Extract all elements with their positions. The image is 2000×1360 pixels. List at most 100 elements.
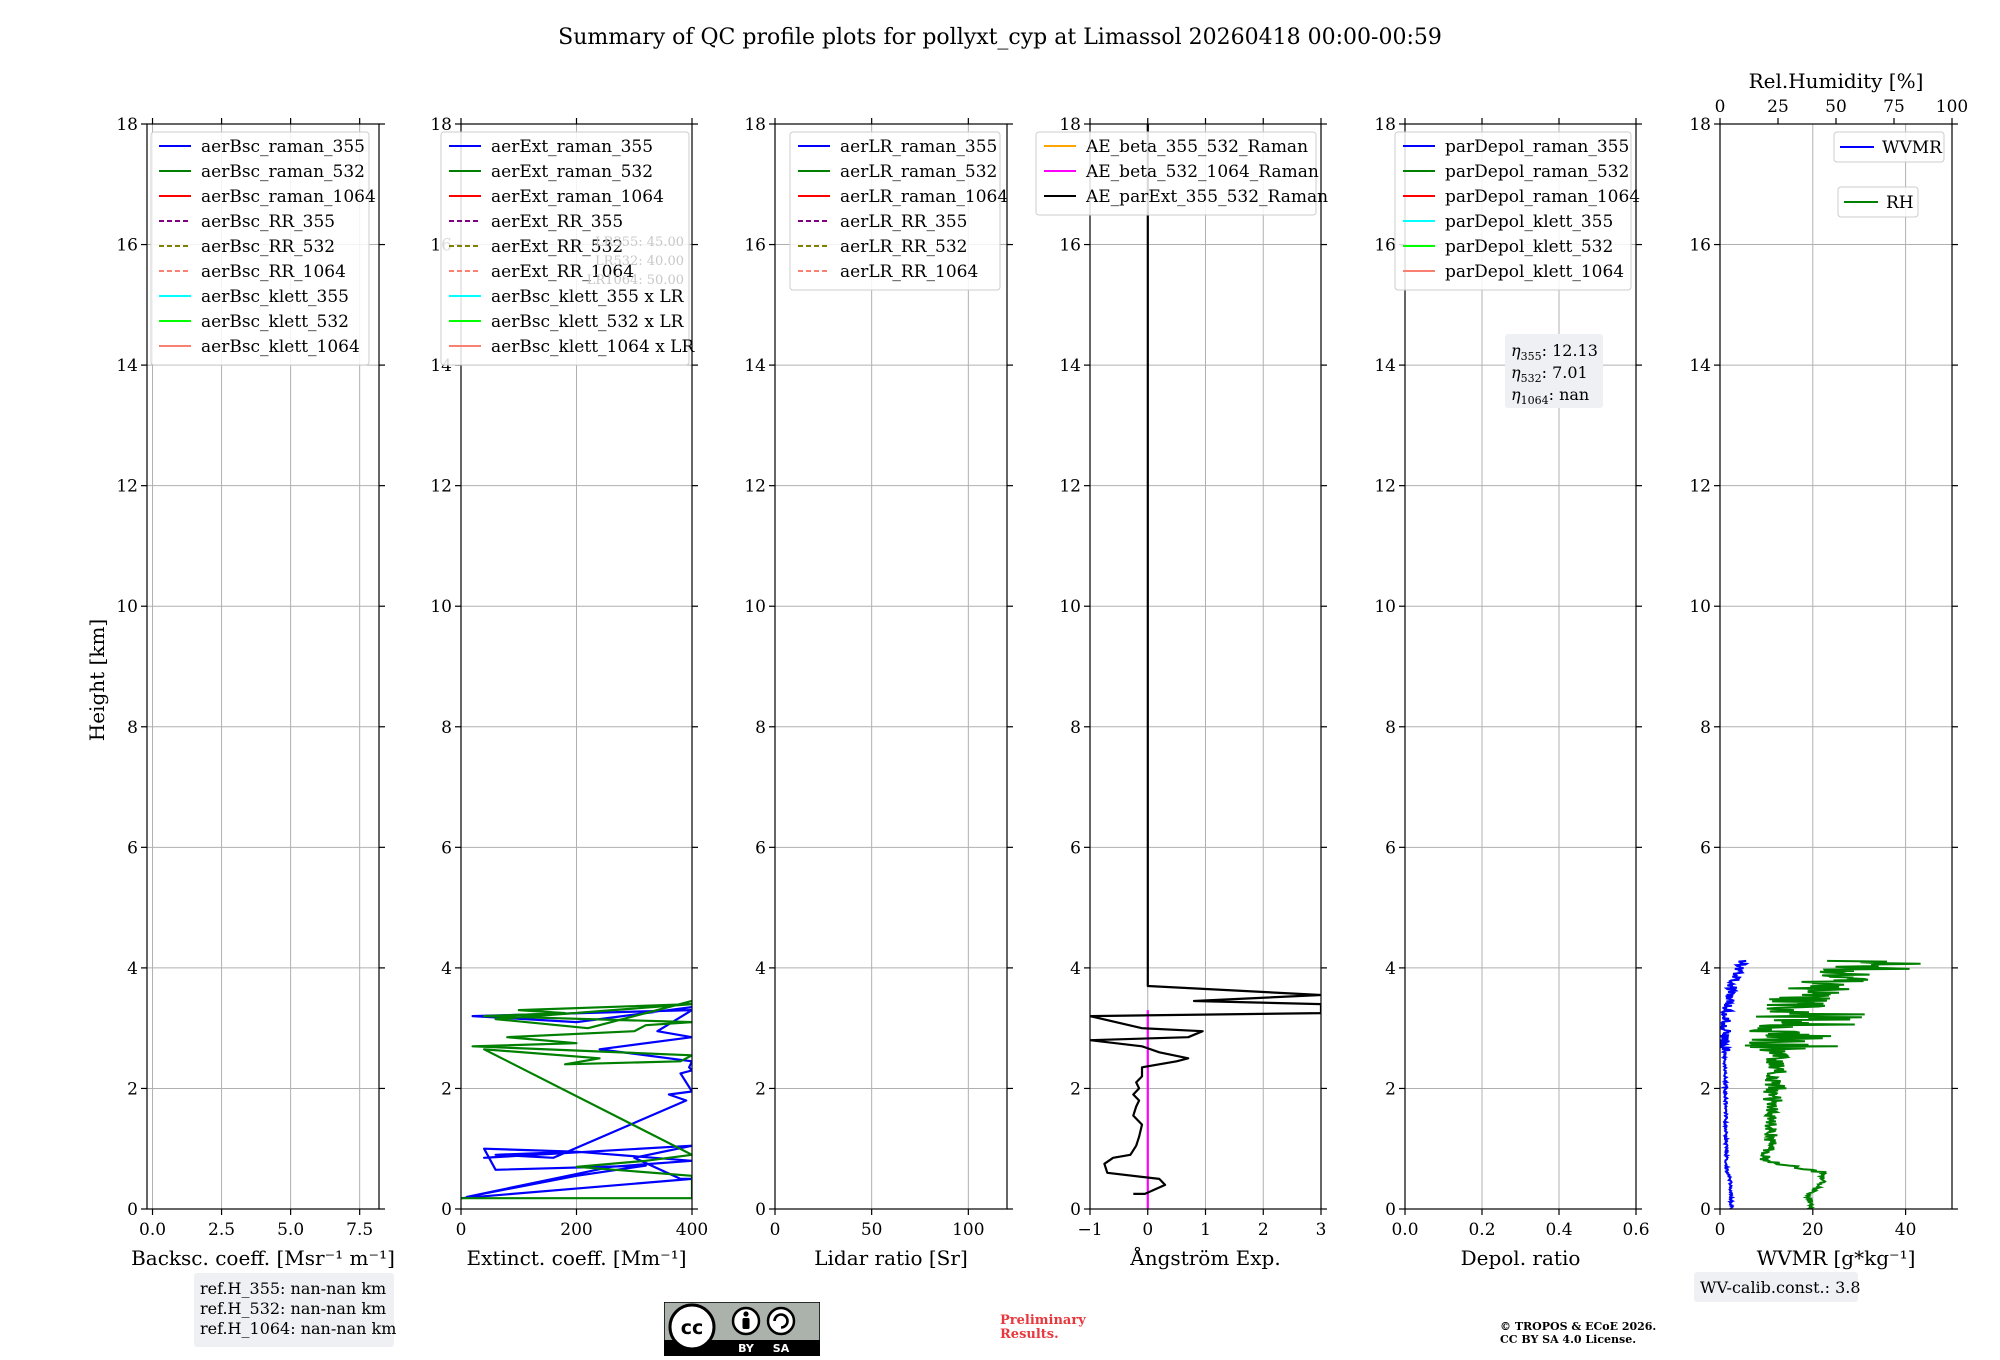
legend-label: parDepol_klett_532	[1445, 237, 1613, 257]
legend-label: AE_beta_355_532_Raman	[1085, 137, 1308, 157]
y-tick-label: 18	[430, 115, 452, 135]
preliminary-label-2: Results.	[1000, 1327, 1059, 1342]
x-tick-label: 400	[676, 1220, 708, 1240]
axes-frame	[1404, 123, 1637, 1210]
y-axis-label: Height [km]	[85, 619, 109, 741]
legend-label: aerBsc_RR_355	[201, 212, 335, 232]
sa-share-alike-icon	[766, 1306, 796, 1336]
x-tick-label: 0.6	[1622, 1220, 1649, 1240]
x-tick-label: 0.2	[1468, 1220, 1495, 1240]
y-tick-label: 6	[441, 838, 452, 858]
y-tick-label: 16	[1689, 236, 1711, 256]
y-tick-label: 8	[1700, 718, 1711, 738]
y-tick-label: 12	[1689, 477, 1711, 497]
eta-colon: :	[1549, 385, 1559, 404]
series-line-RH	[1744, 959, 1921, 1209]
eta-symbol: η	[1511, 363, 1521, 382]
y-tick-label: 12	[116, 477, 138, 497]
x-axis-label: Depol. ratio	[1461, 1246, 1581, 1270]
y-tick-label: 12	[1374, 477, 1396, 497]
x-tick-label: 0	[1715, 1220, 1726, 1240]
y-tick-label: 0	[1700, 1200, 1711, 1220]
legend-label: aerExt_raman_355	[491, 137, 653, 157]
y-tick-label: 10	[1374, 597, 1396, 617]
y-tick-label: 10	[430, 597, 452, 617]
y-tick-label: 0	[1385, 1200, 1396, 1220]
legend-label: parDepol_klett_355	[1445, 212, 1613, 232]
legend-label: aerBsc_klett_532 x LR	[491, 312, 685, 332]
eta-symbol: η	[1511, 385, 1521, 404]
legend-box	[440, 131, 690, 366]
series-line-WVMR	[1720, 959, 1750, 1209]
legend-label: AE_parExt_355_532_Raman	[1085, 187, 1328, 207]
y-tick-label: 14	[1374, 356, 1396, 376]
y-tick-label: 4	[441, 959, 452, 979]
y-tick-label: 2	[1070, 1079, 1081, 1099]
legend-label: aerLR_raman_355	[840, 137, 997, 157]
faded-lr-annotation: LR355: 45.00	[595, 235, 684, 250]
legend-box	[1035, 131, 1317, 216]
x-tick-label: 0	[770, 1220, 781, 1240]
y-tick-label: 4	[1385, 959, 1396, 979]
x-tick-label: 5.0	[277, 1220, 304, 1240]
series-group	[1720, 959, 1921, 1209]
y-tick-label: 6	[755, 838, 766, 858]
x-tick-label: 2	[1258, 1220, 1269, 1240]
x-tick-label: 1	[1200, 1220, 1211, 1240]
legend-label: aerBsc_raman_532	[201, 162, 365, 182]
sa-arrow	[773, 1313, 789, 1329]
x-tick-label: 20	[1802, 1220, 1824, 1240]
y-tick-label: 8	[1385, 718, 1396, 738]
y-tick-label: 16	[1374, 236, 1396, 256]
eta-box	[1505, 334, 1603, 408]
by-person-head	[743, 1311, 749, 1317]
series-line-aerExt_raman_355	[461, 1006, 692, 1200]
x-tick-label: 7.5	[346, 1220, 373, 1240]
legend-label: aerBsc_raman_1064	[201, 187, 376, 207]
eta-subscript: 355	[1521, 350, 1542, 363]
eta-355: η355: 12.13	[1511, 341, 1598, 363]
y-tick-label: 14	[116, 356, 138, 376]
ref-height-532: ref.H_532: nan-nan km	[200, 1299, 386, 1318]
y-tick-label: 12	[1059, 477, 1081, 497]
legend-box	[150, 131, 370, 366]
ref-heights-box	[194, 1273, 394, 1347]
series-line-AE_parExt_355_532_Raman	[1090, 124, 1321, 1196]
legend-label: aerLR_RR_532	[840, 237, 967, 257]
legend-box-wvmr	[1833, 131, 1945, 163]
eta-colon: :	[1542, 341, 1552, 360]
legend-label: RH	[1886, 193, 1914, 213]
ref-height-355: ref.H_355: nan-nan km	[200, 1279, 386, 1298]
y-tick-label: 12	[744, 477, 766, 497]
y-tick-label: 16	[1059, 236, 1081, 256]
panel-bsc: 0 2 4 6 8 10 12 14 16 18 0.0 2.5 5.0 7.5 Backsc. coeff…	[116, 115, 395, 1270]
cc-by-sa-license-badge: cc BY SA	[664, 1302, 820, 1356]
y-tick-label: 2	[127, 1079, 138, 1099]
x-tick-label: 100	[952, 1220, 984, 1240]
legend-label: parDepol_raman_532	[1445, 162, 1629, 182]
y-tick-label: 8	[441, 718, 452, 738]
badge-sa-label: SA	[773, 1342, 790, 1355]
top-x-tick-label: 100	[1936, 97, 1968, 117]
y-tick-label: 10	[1689, 597, 1711, 617]
legend-label: aerBsc_klett_355	[201, 287, 349, 307]
y-tick-label: 6	[1070, 838, 1081, 858]
y-tick-label: 6	[1700, 838, 1711, 858]
y-tick-label: 2	[1385, 1079, 1396, 1099]
wv-calib-box	[1694, 1272, 1858, 1302]
y-tick-label: 10	[1059, 597, 1081, 617]
y-tick-label: 2	[755, 1079, 766, 1099]
eta-symbol: η	[1511, 341, 1521, 360]
x-tick-label: 2.5	[208, 1220, 235, 1240]
x-axis-label: Lidar ratio [Sr]	[814, 1246, 968, 1270]
faded-lr-annotation: LR1064: 50.00	[587, 273, 684, 288]
y-tick-label: 6	[127, 838, 138, 858]
x-tick-label: 0.0	[1391, 1220, 1418, 1240]
y-tick-label: 10	[116, 597, 138, 617]
y-tick-label: 18	[116, 115, 138, 135]
y-tick-label: 16	[116, 236, 138, 256]
x-tick-label: 3	[1316, 1220, 1327, 1240]
figure-title: Summary of QC profile plots for pollyxt_…	[558, 25, 1442, 50]
top-x-tick-label: 0	[1715, 97, 1726, 117]
